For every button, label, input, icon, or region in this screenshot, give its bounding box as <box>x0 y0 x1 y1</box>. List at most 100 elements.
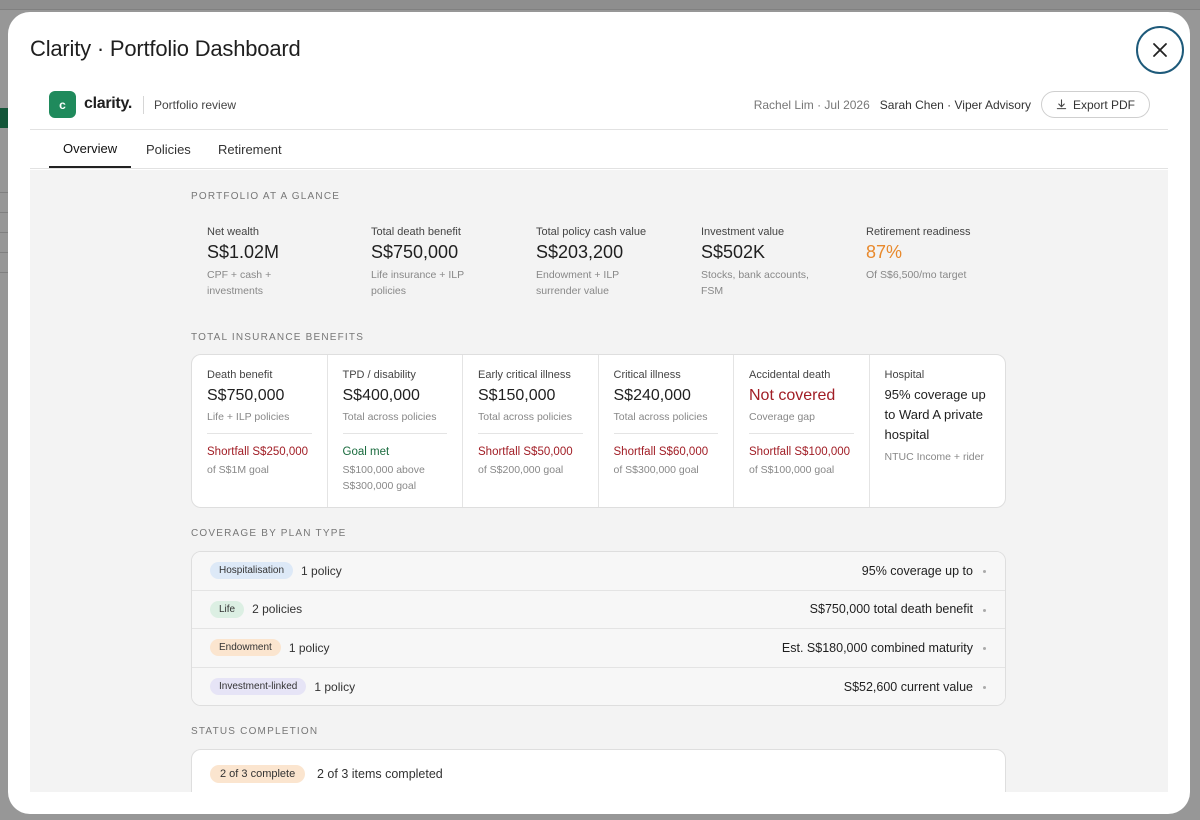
close-button[interactable] <box>1136 26 1184 74</box>
stat-investment-value: Investment value S$502K Stocks, bank acc… <box>701 226 856 299</box>
benefit-card-tpd: TPD / disability S$400,000 Total across … <box>328 355 463 507</box>
benefit-divider <box>613 433 718 434</box>
export-pdf-button[interactable]: Export PDF <box>1040 91 1150 118</box>
close-icon <box>1153 43 1167 57</box>
benefit-card-hospital: Hospital 95% coverage up to Ward A priva… <box>870 355 1006 507</box>
tab-retirement[interactable]: Retirement <box>218 142 282 157</box>
stat-value: S$750,000 <box>371 242 459 262</box>
benefit-label: TPD / disability <box>342 369 416 381</box>
benefit-divider <box>207 433 312 434</box>
overview-content[interactable]: Portfolio at a glance Net wealth S$1.02M… <box>30 170 1168 792</box>
stat-net-wealth: Net wealth S$1.02M CPF + cash + investme… <box>207 226 362 299</box>
stat-value: S$203,200 <box>536 242 624 262</box>
stat-label: Net wealth <box>207 226 259 238</box>
dashboard-modal: Clarity · Portfolio Dashboard c clarity.… <box>8 12 1190 814</box>
benefit-divider <box>342 433 447 434</box>
stat-label: Total death benefit <box>371 226 461 238</box>
benefit-status: Shortfall S$60,000 <box>613 446 709 458</box>
section-label-glance: Portfolio at a glance <box>191 191 341 202</box>
benefit-goal: of S$300,000 goal <box>613 464 699 476</box>
stat-label: Investment value <box>701 226 785 238</box>
plan-type-tag: Life <box>210 600 245 618</box>
coverage-summary: 95% coverage up to <box>861 563 973 578</box>
benefit-value: 95% coverage up to Ward A private hospit… <box>884 387 986 442</box>
benefit-value: S$400,000 <box>342 387 420 404</box>
coverage-row-life[interactable]: Life 2 policies S$750,000 total death be… <box>192 590 1005 629</box>
row-indicator-dot <box>983 685 986 689</box>
stat-sub: Of S$6,500/mo target <box>866 269 967 281</box>
section-label-coverage: Coverage by plan type <box>191 528 347 539</box>
status-completion-card: 2 of 3 complete 2 of 3 items completed <box>191 749 1006 792</box>
tab-policies[interactable]: Policies <box>146 142 191 157</box>
stat-death-benefit: Total death benefit S$750,000 Life insur… <box>371 226 526 299</box>
policy-count: 1 policy <box>301 563 342 578</box>
header-subtitle: Portfolio review <box>154 98 237 112</box>
stat-label: Retirement readiness <box>866 226 971 238</box>
plan-type-tag: Endowment <box>210 639 281 657</box>
tab-overview[interactable]: Overview <box>49 131 132 168</box>
benefit-divider <box>478 433 583 434</box>
status-badge: 2 of 3 complete <box>210 765 306 783</box>
stat-value: 87% <box>866 242 903 262</box>
background-topbar <box>0 0 1200 10</box>
benefit-sub: Life + ILP policies <box>207 411 290 423</box>
benefit-sub: NTUC Income + rider <box>884 451 984 463</box>
dashboard-header: c clarity. Portfolio review Rachel Lim ·… <box>30 82 1168 130</box>
benefit-status: Goal met <box>342 446 390 458</box>
dashboard-frame: c clarity. Portfolio review Rachel Lim ·… <box>30 82 1168 792</box>
benefit-label: Accidental death <box>749 369 831 381</box>
stat-cash-value: Total policy cash value S$203,200 Endowm… <box>536 226 691 299</box>
plan-type-tag: Investment-linked <box>210 678 307 696</box>
modal-title: Clarity · Portfolio Dashboard <box>30 36 301 61</box>
benefit-goal: S$100,000 above S$300,000 goal <box>342 464 425 492</box>
stat-sub: Life insurance + ILP policies <box>371 269 464 297</box>
stat-sub: CPF + cash + investments <box>207 269 272 297</box>
stat-label: Total policy cash value <box>536 226 647 238</box>
status-text: 2 of 3 items completed <box>317 767 443 781</box>
benefits-card-group: Death benefit S$750,000 Life + ILP polic… <box>191 354 1006 508</box>
benefit-card-accidental: Accidental death Not covered Coverage ga… <box>734 355 870 507</box>
coverage-summary: S$52,600 current value <box>843 679 973 694</box>
coverage-row-endowment[interactable]: Endowment 1 policy Est. S$180,000 combin… <box>192 629 1005 668</box>
policy-count: 1 policy <box>288 640 330 655</box>
benefit-value: S$750,000 <box>207 387 285 404</box>
benefit-card-ci: Critical illness S$240,000 Total across … <box>599 355 734 507</box>
plan-type-tag: Hospitalisation <box>210 562 294 580</box>
row-indicator-dot <box>983 647 986 650</box>
row-indicator-dot <box>983 570 986 573</box>
export-pdf-label: Export PDF <box>1072 97 1135 112</box>
benefit-card-death: Death benefit S$750,000 Life + ILP polic… <box>192 355 328 507</box>
benefit-divider <box>749 433 854 434</box>
download-icon <box>1056 99 1067 110</box>
header-meta: Rachel Lim · Jul 2026 Sarah Chen · Viper… <box>754 91 1150 118</box>
header-divider <box>143 96 144 114</box>
benefit-label: Hospital <box>884 369 925 381</box>
benefit-value: S$240,000 <box>613 387 691 404</box>
benefit-label: Critical illness <box>613 369 681 381</box>
benefit-value: S$150,000 <box>478 387 556 404</box>
benefit-value: Not covered <box>749 387 836 404</box>
stat-value: S$1.02M <box>207 242 280 262</box>
policy-count: 1 policy <box>314 679 356 694</box>
benefit-status: Shortfall S$50,000 <box>478 446 573 458</box>
row-indicator-dot <box>983 608 986 612</box>
benefit-goal: of S$1M goal <box>207 464 269 476</box>
coverage-summary: S$750,000 total death benefit <box>809 602 973 617</box>
benefit-goal: of S$200,000 goal <box>478 464 564 476</box>
section-label-benefits: Total insurance benefits <box>191 332 365 343</box>
background-accent <box>0 108 8 128</box>
benefit-label: Death benefit <box>207 369 273 381</box>
benefit-label: Early critical illness <box>478 369 571 381</box>
benefit-sub: Coverage gap <box>749 411 815 423</box>
coverage-row-hospitalisation[interactable]: Hospitalisation 1 policy 95% coverage up… <box>192 552 1005 591</box>
coverage-list: Hospitalisation 1 policy 95% coverage up… <box>191 551 1006 706</box>
benefit-sub: Total across policies <box>613 411 708 423</box>
client-meta: Rachel Lim · Jul 2026 <box>753 97 870 112</box>
benefit-status: Shortfall S$250,000 <box>207 446 309 458</box>
advisor-name: Sarah Chen · Viper Advisory <box>879 97 1031 112</box>
stat-value: S$502K <box>701 242 766 262</box>
stat-sub: Endowment + ILP surrender value <box>536 269 619 297</box>
benefit-sub: Total across policies <box>478 411 572 423</box>
coverage-row-investment-linked[interactable]: Investment-linked 1 policy S$52,600 curr… <box>192 667 1005 705</box>
section-label-status: Status completion <box>191 726 319 737</box>
